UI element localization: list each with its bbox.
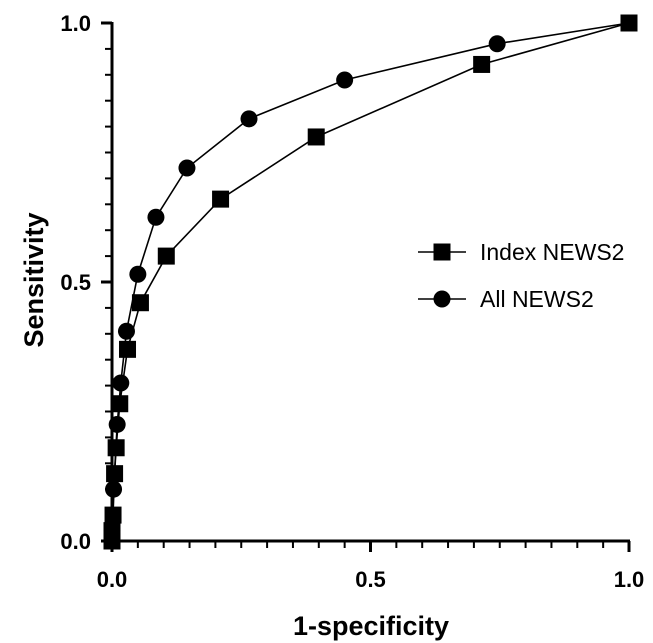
- y-axis-title: Sensitivity: [19, 212, 49, 347]
- data-point: [240, 110, 258, 128]
- legend-entry: Index NEWS2: [418, 239, 624, 265]
- data-point: [108, 415, 126, 433]
- x-axis-title: 1-specificity: [293, 611, 449, 641]
- data-point: [473, 55, 491, 73]
- x-tick-label: 0.0: [97, 567, 128, 592]
- legend-circle-marker: [433, 290, 451, 308]
- x-tick-label: 1.0: [614, 567, 645, 592]
- data-point: [336, 71, 354, 89]
- data-point: [178, 159, 196, 177]
- data-point: [307, 128, 325, 146]
- data-point: [488, 35, 506, 53]
- y-tick-label: 1.0: [60, 11, 91, 36]
- data-point: [131, 294, 149, 312]
- legend-entry: All NEWS2: [418, 286, 594, 312]
- plot-series: [103, 14, 638, 550]
- data-point: [620, 14, 638, 32]
- series-index-news2: [103, 14, 638, 550]
- legend-square-marker: [433, 243, 451, 261]
- data-point: [147, 208, 165, 226]
- data-point: [212, 190, 230, 208]
- y-tick-label: 0.5: [60, 270, 91, 295]
- data-point: [129, 265, 147, 283]
- legend-label: Index NEWS2: [480, 239, 624, 265]
- data-point: [103, 522, 121, 540]
- series-line: [111, 22, 630, 541]
- data-point: [105, 480, 123, 498]
- data-point: [157, 247, 175, 265]
- data-point: [117, 322, 135, 340]
- data-point: [112, 374, 130, 392]
- data-point: [119, 340, 137, 358]
- legend: Index NEWS2 All NEWS2: [418, 239, 624, 312]
- series-all-news2: [103, 14, 638, 550]
- series-line: [111, 22, 630, 541]
- legend-label: All NEWS2: [480, 286, 594, 312]
- y-tick-label: 0.0: [60, 529, 91, 554]
- x-tick-label: 0.5: [355, 567, 386, 592]
